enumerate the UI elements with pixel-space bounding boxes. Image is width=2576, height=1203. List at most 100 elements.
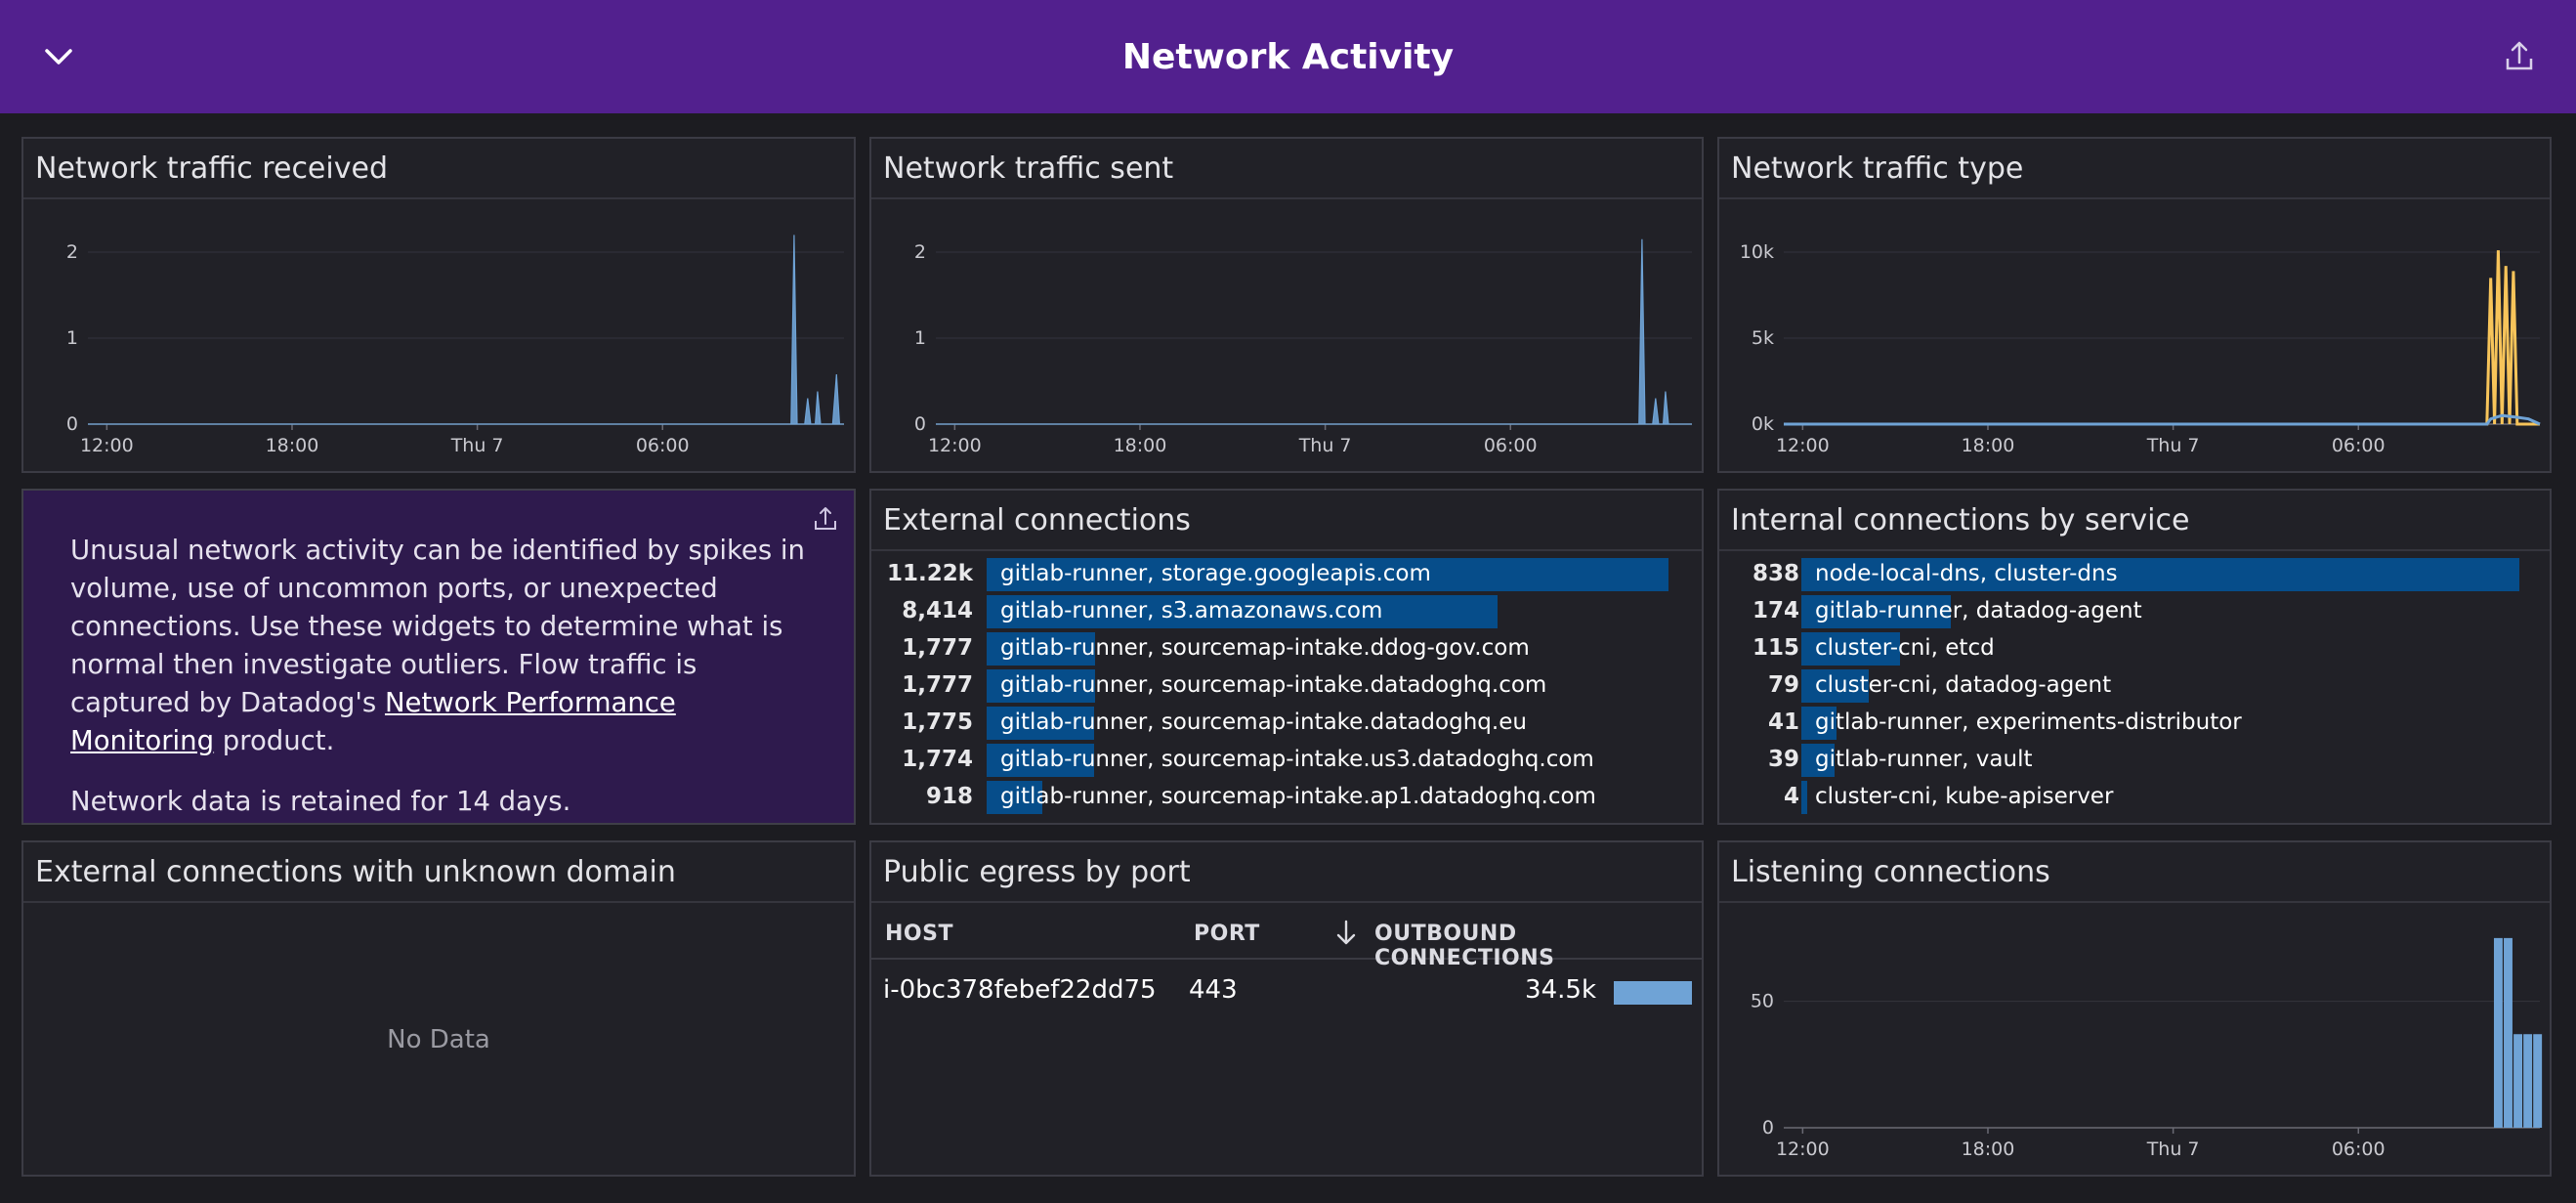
list-item[interactable]: 4 cluster-cni, kube-apiserver <box>1719 778 2550 815</box>
column-header-port[interactable]: PORT <box>1194 922 1260 946</box>
list-item-value: 115 <box>1752 635 1799 661</box>
arrow-down-icon[interactable] <box>1334 919 1358 948</box>
traffic-sent-chart[interactable]: 0 1 2 12:00 18:00 Thu 7 06:00 <box>871 201 1702 471</box>
y-tick-label: 1 <box>66 327 78 349</box>
list-item[interactable]: 1,774 gitlab-runner, sourcemap-intake.us3… <box>871 741 1702 778</box>
listening-connections-chart[interactable]: 0 50 12:00 18:00 Thu 7 06:00 <box>1719 905 2550 1175</box>
y-tick-label: 0 <box>1762 1117 1774 1139</box>
note-widget: Unusual network activity can be identifi… <box>21 489 856 825</box>
list-item-bar <box>1801 632 1900 666</box>
y-tick-label: 5k <box>1752 327 1774 349</box>
list-item[interactable]: 115 cluster-cni, etcd <box>1719 629 2550 666</box>
list-item-label: gitlab-runner, datadog-agent <box>1815 598 2142 623</box>
list-item[interactable]: 838 node-local-dns, cluster-dns <box>1719 555 2550 592</box>
x-tick-label: 18:00 <box>1962 435 2015 456</box>
note-description: Unusual network activity can be identifi… <box>70 532 809 760</box>
x-tick-label: 18:00 <box>266 435 319 456</box>
port-cell: 443 <box>1189 975 1238 1005</box>
unknown-domain-widget[interactable]: External connections with unknown domain… <box>21 840 856 1177</box>
x-tick-label: 06:00 <box>2332 1139 2386 1160</box>
list-item-label: gitlab-runner, sourcemap-intake.ddog-gov… <box>1000 635 1530 661</box>
x-tick-label: 06:00 <box>2332 435 2386 456</box>
list-item-value: 1,777 <box>902 635 973 661</box>
list-item-bar <box>1801 595 1951 628</box>
traffic-type-chart[interactable]: 0k 5k 10k 12:00 18:00 Thu 7 06:00 <box>1719 201 2550 471</box>
y-tick-label: 2 <box>914 241 926 263</box>
y-tick-label: 2 <box>66 241 78 263</box>
list-item[interactable]: 174 gitlab-runner, datadog-agent <box>1719 592 2550 629</box>
list-item[interactable]: 41 gitlab-runner, experiments-distributor <box>1719 704 2550 741</box>
column-header-host[interactable]: HOST <box>885 922 953 946</box>
series-line-0 <box>1784 250 2540 426</box>
widget-title: Public egress by port <box>871 842 1702 903</box>
table-header: HOST PORT OUTBOUND CONNECTIONS <box>871 905 1702 970</box>
series-line-1 <box>1784 413 2541 426</box>
note-retention: Network data is retained for 14 days. <box>70 786 571 817</box>
external-connections-widget[interactable]: External connections 11.22k gitlab-runner… <box>869 489 1704 825</box>
x-tick-label: 12:00 <box>928 435 982 456</box>
list-item-bar <box>987 707 1095 740</box>
chevron-down-icon[interactable] <box>39 37 78 76</box>
bar <box>2523 1034 2533 1128</box>
list-item-value: 1,775 <box>902 709 973 735</box>
x-tick-label: Thu 7 <box>1298 435 1352 456</box>
bar <box>2513 1034 2523 1128</box>
list-item-value: 11.22k <box>886 561 973 586</box>
list-item-bar <box>987 669 1095 703</box>
list-item-bar <box>1801 744 1836 777</box>
outbound-bar <box>1614 981 1692 1005</box>
x-tick-label: 06:00 <box>636 435 690 456</box>
note-text: Unusual network activity can be identifi… <box>70 535 805 718</box>
widget-title: External connections <box>871 491 1702 551</box>
y-tick-label: 0 <box>66 413 78 435</box>
list-item-value: 4 <box>1783 784 1799 809</box>
list-item[interactable]: 1,777 gitlab-runner, sourcemap-intake.ddo… <box>871 629 1702 666</box>
x-tick-label: Thu 7 <box>2146 1139 2200 1160</box>
listening-connections-widget[interactable]: Listening connections 0 50 12:00 18:00 Thu 7… <box>1717 840 2552 1177</box>
list-item[interactable]: 1,777 gitlab-runner, sourcemap-intake.dat… <box>871 666 1702 704</box>
list-item-label: cluster-cni, etcd <box>1815 635 1995 661</box>
y-tick-label: 10k <box>1740 241 1774 263</box>
list-item-value: 1,777 <box>902 672 973 698</box>
bar <box>2533 1034 2543 1128</box>
internal-connections-widget[interactable]: Internal connections by service 838 node-… <box>1717 489 2552 825</box>
list-item[interactable]: 1,775 gitlab-runner, sourcemap-intake.dat… <box>871 704 1702 741</box>
series-area-0 <box>88 235 844 425</box>
column-header-outbound[interactable]: OUTBOUND CONNECTIONS <box>1374 922 1555 970</box>
list-item-label: gitlab-runner, experiments-distributor <box>1815 709 2242 735</box>
list-item-bar <box>1801 669 1870 703</box>
list-item-bar <box>987 781 1043 814</box>
internal-connections-list: 838 node-local-dns, cluster-dns 174 gitlab-… <box>1719 555 2550 815</box>
list-item[interactable]: 8,414 gitlab-runner, s3.amazonaws.com <box>871 592 1702 629</box>
x-tick-label: 12:00 <box>80 435 134 456</box>
share-icon[interactable] <box>2500 37 2539 76</box>
x-tick-label: 06:00 <box>1484 435 1538 456</box>
widget-title: Listening connections <box>1719 842 2550 903</box>
list-item-value: 174 <box>1752 598 1799 623</box>
list-item-label: gitlab-runner, sourcemap-intake.us3.data… <box>1000 747 1594 772</box>
widget-title: Network traffic received <box>23 139 854 199</box>
table-row[interactable]: i-0bc378febef22dd75 443 34.5k <box>871 962 1702 1022</box>
outbound-cell: 34.5k <box>1525 975 1596 1005</box>
y-tick-label: 1 <box>914 327 926 349</box>
list-item-label: gitlab-runner, s3.amazonaws.com <box>1000 598 1383 623</box>
network-traffic-received-widget[interactable]: Network traffic received 0 1 2 12:00 18:00 Th… <box>21 137 856 473</box>
npm-link[interactable]: Network Performance Monitoring <box>70 687 676 756</box>
network-traffic-type-widget[interactable]: Network traffic type 0k 5k 10k 12:00 18:00 Th… <box>1717 137 2552 473</box>
list-item[interactable]: 79 cluster-cni, datadog-agent <box>1719 666 2550 704</box>
list-item-label: gitlab-runner, sourcemap-intake.datadogh… <box>1000 709 1527 735</box>
list-item-value: 39 <box>1767 747 1799 772</box>
list-item[interactable]: 11.22k gitlab-runner, storage.googleapis.… <box>871 555 1702 592</box>
list-item-bar <box>987 558 1668 591</box>
share-icon[interactable] <box>811 504 840 534</box>
page-title: Network Activity <box>1121 36 1455 77</box>
traffic-received-chart[interactable]: 0 1 2 12:00 18:00 Thu 7 06:00 <box>23 201 854 471</box>
list-item[interactable]: 918 gitlab-runner, sourcemap-intake.ap1.d… <box>871 778 1702 815</box>
list-item-label: cluster-cni, datadog-agent <box>1815 672 2112 698</box>
list-item-bar <box>1801 781 1807 814</box>
public-egress-widget[interactable]: Public egress by port HOST PORT OUTBOUND… <box>869 840 1704 1177</box>
widget-title: Network traffic sent <box>871 139 1702 199</box>
list-item[interactable]: 39 gitlab-runner, vault <box>1719 741 2550 778</box>
list-item-label: gitlab-runner, sourcemap-intake.ap1.data… <box>1000 784 1596 809</box>
